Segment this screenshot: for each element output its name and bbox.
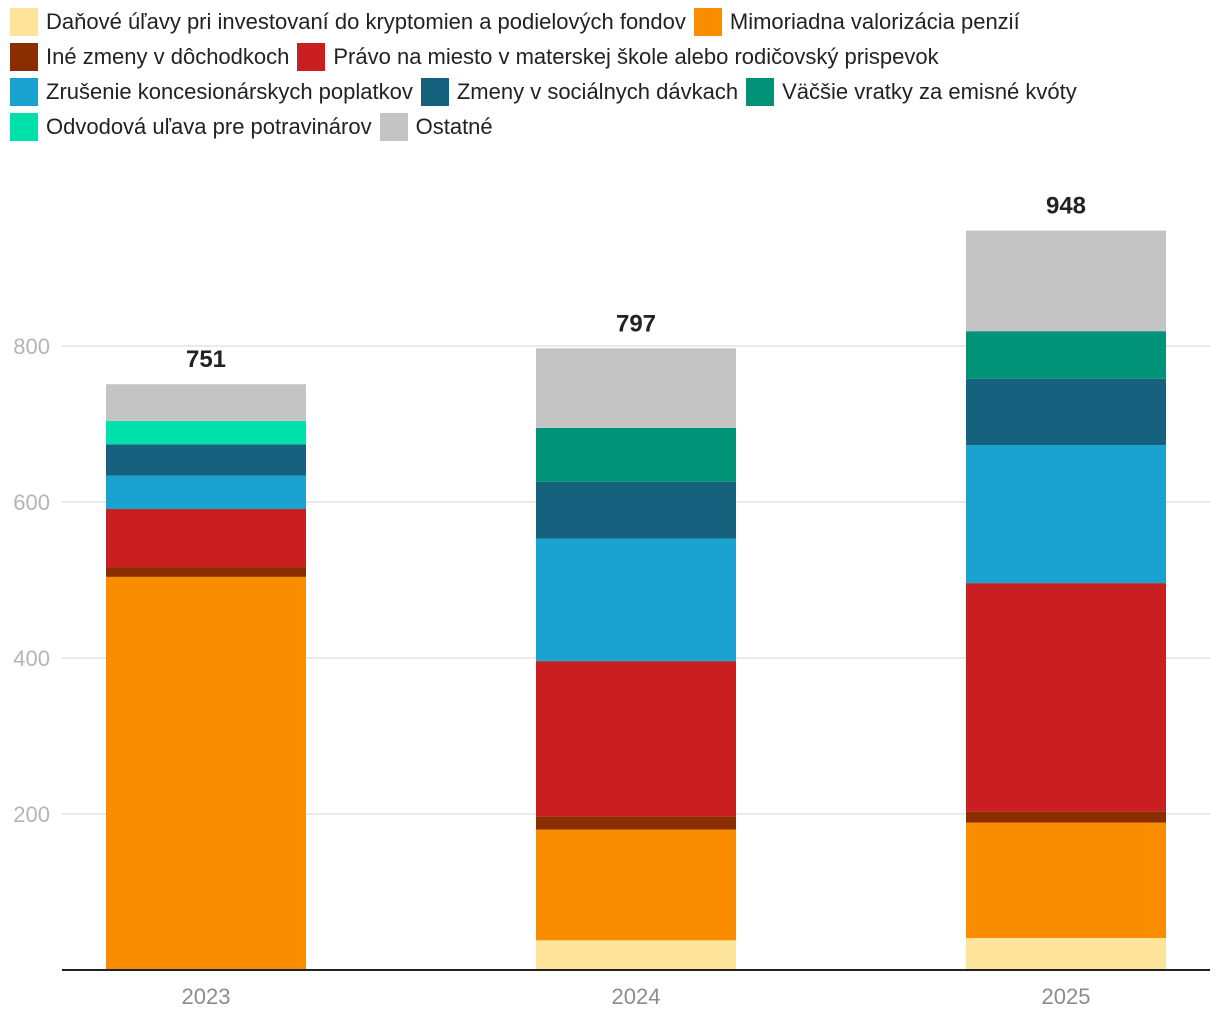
x-tick-label: 2023 [182,984,231,1009]
bar-segment [536,481,736,539]
bar-segment [536,348,736,428]
bar-segment [966,445,1166,584]
legend-label: Zmeny v sociálnych dávkach [456,79,739,104]
legend-label: Mimoriadna valorizácia penzií [729,9,1020,34]
bar-total-label: 948 [1046,193,1086,220]
bar-segment [966,811,1166,823]
bar-segment [106,384,306,421]
legend-label: Zrušenie koncesionárskych poplatkov [46,79,413,104]
y-tick-label: 800 [13,334,50,359]
x-tick-label: 2025 [1042,984,1091,1009]
bar-segment [966,378,1166,446]
bar-segment [106,475,306,510]
legend-item: Odvodová uľava pre potravinárov [10,113,372,141]
bar-segment [536,816,736,830]
bar-segment [106,567,306,577]
legend-swatch [297,43,326,71]
legend-item: Mimoriadna valorizácia penzií [693,8,1020,36]
y-tick-label: 600 [13,490,50,515]
legend-swatch [693,8,722,36]
y-tick-label: 200 [13,802,50,827]
legend-label: Daňové úľavy pri investovaní do kryptomi… [46,9,686,34]
legend-item: Zmeny v sociálnych dávkach [420,78,739,106]
legend-item: Zrušenie koncesionárskych poplatkov [10,78,413,106]
legend-swatch [420,78,449,106]
legend-label: Odvodová uľava pre potravinárov [46,114,372,139]
legend-item: Iné zmeny v dôchodkoch [10,43,289,71]
legend-item: Väčšie vratky za emisné kvóty [746,78,1077,106]
bar-segment [966,230,1166,332]
legend-swatch [10,78,38,106]
bar-segment [536,940,736,970]
legend-swatch [379,113,408,141]
legend-swatch [10,113,38,141]
bar-segment [966,331,1166,379]
bar-segment [106,444,306,476]
chart-legend: Daňové úľavy pri investovaní do kryptomi… [10,8,1215,141]
legend-label: Iné zmeny v dôchodkoch [46,44,290,69]
bars [106,230,1166,970]
legend-swatch [10,43,38,71]
legend-label: Väčšie vratky za emisné kvóty [782,79,1077,104]
bar-total-label: 751 [186,346,226,373]
y-tick-label: 400 [13,646,50,671]
bar-segment [536,427,736,482]
x-tick-label: 2024 [612,984,661,1009]
bar-segment [106,509,306,568]
legend-item: Ostatné [379,113,493,141]
bar-total-label: 797 [616,310,656,337]
x-axis-ticks: 2023 2024 2025 [182,984,1091,1009]
bar-segment [106,420,306,445]
total-labels: 751 797 948 [186,193,1086,374]
legend-swatch [746,78,775,106]
legend-item: Daňové úľavy pri investovaní do kryptomi… [10,8,686,36]
legend-label: Právo na miesto v materskej škole alebo … [333,44,939,69]
bar-segment [536,661,736,817]
legend-label: Ostatné [415,114,493,139]
bar-segment [536,829,736,941]
bar-segment [966,822,1166,939]
y-axis-ticks: 200 400 600 800 [13,334,50,827]
bar-segment [966,583,1166,812]
bar-segment [106,576,306,970]
bar-segment [966,938,1166,970]
legend-swatch [10,8,38,36]
legend-item: Právo na miesto v materskej škole alebo … [297,43,939,71]
bar-segment [536,538,736,662]
